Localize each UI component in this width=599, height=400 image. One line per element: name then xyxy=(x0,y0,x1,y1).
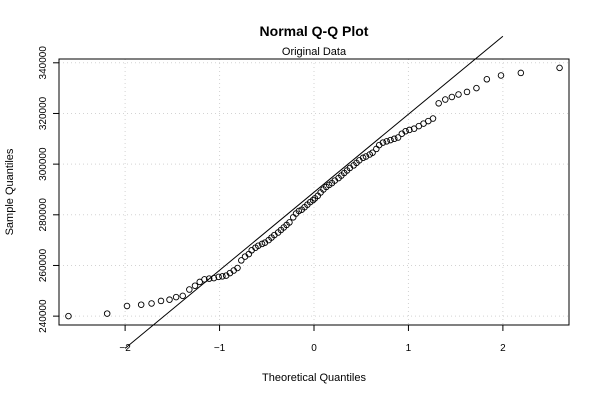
data-point xyxy=(373,145,380,153)
data-point xyxy=(463,88,471,96)
data-point xyxy=(179,292,186,300)
data-point xyxy=(369,149,376,156)
y-tick-label: 340000 xyxy=(38,46,49,80)
data-point xyxy=(483,76,491,83)
data-point xyxy=(473,84,480,92)
y-tick-label: 280000 xyxy=(38,198,49,232)
data-point xyxy=(148,300,155,307)
x-axis-label: Theoretical Quantiles xyxy=(262,372,366,384)
data-point xyxy=(517,69,525,77)
data-point xyxy=(406,126,413,134)
y-tick-label: 240000 xyxy=(38,299,49,333)
data-point xyxy=(455,91,462,98)
data-point xyxy=(429,115,437,122)
data-point xyxy=(210,274,218,282)
data-point xyxy=(448,93,456,101)
data-point xyxy=(186,286,193,293)
plot-frame xyxy=(58,58,570,326)
y-tick-label: 320000 xyxy=(38,96,49,130)
data-point xyxy=(238,257,245,264)
data-point xyxy=(309,196,317,204)
data-point xyxy=(289,214,297,221)
data-point xyxy=(172,293,180,301)
x-tick-label: 0 xyxy=(311,343,317,354)
data-point xyxy=(442,96,449,103)
data-point xyxy=(362,153,370,160)
data-point xyxy=(402,127,409,135)
data-point xyxy=(215,273,222,281)
x-tick-label: 2 xyxy=(500,343,506,354)
data-point xyxy=(435,100,442,107)
data-point xyxy=(556,64,563,72)
data-point xyxy=(201,276,208,283)
y-tick-label: 300000 xyxy=(38,147,49,181)
y-axis-label: Sample Quantiles xyxy=(4,148,16,235)
x-axis: −2 −1 0 1 2 xyxy=(119,325,506,354)
data-points xyxy=(65,64,563,320)
data-point xyxy=(219,273,226,280)
data-point xyxy=(205,275,213,282)
y-tick-label: 260000 xyxy=(38,248,49,282)
data-point xyxy=(255,242,262,249)
data-point xyxy=(191,282,199,289)
data-point xyxy=(234,264,241,272)
data-point xyxy=(379,139,387,146)
data-point xyxy=(387,136,394,144)
chart-subtitle: Original Data xyxy=(282,46,347,58)
x-tick-label: 1 xyxy=(406,343,412,354)
data-point xyxy=(394,134,402,141)
data-point xyxy=(123,302,131,310)
chart-title: Normal Q-Q Plot xyxy=(260,23,369,39)
data-point xyxy=(137,301,145,308)
x-tick-label: −1 xyxy=(214,343,226,354)
data-point xyxy=(383,138,390,145)
data-point xyxy=(157,297,165,305)
grid-lines xyxy=(59,59,569,325)
data-point xyxy=(497,72,505,79)
reference-line xyxy=(124,35,504,349)
data-point xyxy=(286,219,293,226)
data-point xyxy=(103,310,111,317)
y-axis: 240000 260000 280000 300000 320000 340000 xyxy=(38,46,59,333)
data-point xyxy=(166,296,173,303)
data-point xyxy=(65,312,72,320)
data-point xyxy=(391,135,398,143)
